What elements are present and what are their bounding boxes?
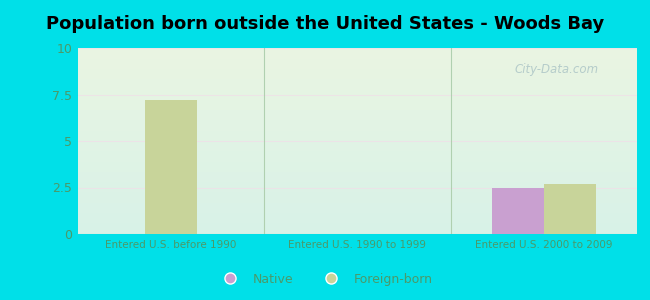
- Bar: [145, 100, 197, 234]
- Bar: [491, 188, 544, 234]
- Bar: [544, 184, 596, 234]
- Legend: Native, Foreign-born: Native, Foreign-born: [213, 268, 437, 291]
- Text: Population born outside the United States - Woods Bay: Population born outside the United State…: [46, 15, 604, 33]
- Text: City-Data.com: City-Data.com: [514, 63, 598, 76]
